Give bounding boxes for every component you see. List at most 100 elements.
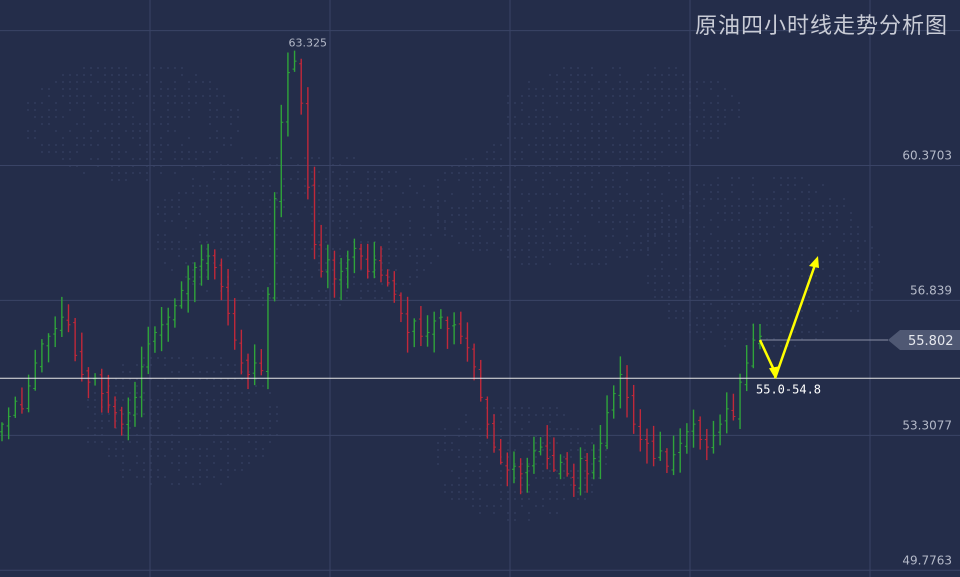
background-dot bbox=[703, 310, 705, 312]
background-dot bbox=[248, 192, 250, 194]
background-dot bbox=[717, 310, 719, 312]
background-dot bbox=[626, 88, 628, 90]
background-dot bbox=[675, 247, 677, 249]
background-dot bbox=[626, 214, 628, 216]
background-dot bbox=[146, 95, 148, 97]
background-dot bbox=[675, 240, 677, 242]
background-dot bbox=[388, 255, 390, 257]
background-dot bbox=[209, 151, 211, 153]
background-dot bbox=[174, 116, 176, 118]
background-dot bbox=[139, 74, 141, 76]
background-dot bbox=[500, 144, 502, 146]
background-dot bbox=[668, 109, 670, 111]
background-dot bbox=[591, 74, 593, 76]
background-dot bbox=[780, 296, 782, 298]
background-dot bbox=[710, 233, 712, 235]
background-dot bbox=[752, 233, 754, 235]
background-dot bbox=[808, 303, 810, 305]
background-dot bbox=[577, 263, 579, 265]
background-dot bbox=[153, 109, 155, 111]
chart-title: 原油四小时线走势分析图 bbox=[694, 14, 948, 39]
background-dot bbox=[717, 275, 719, 277]
background-dot bbox=[535, 116, 537, 118]
background-dot bbox=[62, 116, 64, 118]
background-dot bbox=[710, 289, 712, 291]
background-dot bbox=[766, 226, 768, 228]
background-dot bbox=[48, 123, 50, 125]
background-dot bbox=[612, 95, 614, 97]
background-dot bbox=[472, 165, 474, 167]
background-dot bbox=[125, 109, 127, 111]
background-dot bbox=[549, 470, 551, 472]
background-dot bbox=[584, 249, 586, 251]
background-dot bbox=[703, 261, 705, 263]
background-dot bbox=[654, 268, 656, 270]
background-dot bbox=[661, 221, 663, 223]
background-dot bbox=[437, 193, 439, 195]
background-dot bbox=[206, 399, 208, 401]
background-dot bbox=[216, 137, 218, 139]
background-dot bbox=[535, 242, 537, 244]
background-dot bbox=[195, 81, 197, 83]
background-dot bbox=[192, 476, 194, 478]
background-dot bbox=[437, 221, 439, 223]
background-dot bbox=[402, 206, 404, 208]
background-dot bbox=[223, 102, 225, 104]
background-dot bbox=[213, 241, 215, 243]
background-dot bbox=[626, 193, 628, 195]
background-dot bbox=[570, 207, 572, 209]
background-dot bbox=[570, 449, 572, 451]
background-dot bbox=[311, 206, 313, 208]
background-dot bbox=[381, 227, 383, 229]
background-dot bbox=[612, 102, 614, 104]
background-dot bbox=[507, 235, 509, 237]
background-dot bbox=[850, 261, 852, 263]
background-dot bbox=[339, 178, 341, 180]
background-dot bbox=[577, 442, 579, 444]
background-dot bbox=[118, 88, 120, 90]
background-dot bbox=[619, 88, 621, 90]
background-dot bbox=[76, 74, 78, 76]
background-dot bbox=[255, 448, 257, 450]
background-dot bbox=[83, 102, 85, 104]
background-dot bbox=[297, 297, 299, 299]
background-dot bbox=[220, 178, 222, 180]
background-dot bbox=[619, 165, 621, 167]
background-dot bbox=[223, 116, 225, 118]
background-dot bbox=[227, 185, 229, 187]
background-dot bbox=[160, 88, 162, 90]
background-dot bbox=[472, 498, 474, 500]
background-dot bbox=[507, 95, 509, 97]
background-dot bbox=[472, 158, 474, 160]
background-dot bbox=[850, 226, 852, 228]
background-dot bbox=[27, 109, 29, 111]
background-dot bbox=[703, 317, 705, 319]
background-dot bbox=[160, 95, 162, 97]
background-dot bbox=[199, 476, 201, 478]
background-dot bbox=[850, 310, 852, 312]
background-dot bbox=[640, 151, 642, 153]
background-dot bbox=[276, 227, 278, 229]
background-dot bbox=[248, 255, 250, 257]
background-dot bbox=[808, 219, 810, 221]
background-dot bbox=[787, 317, 789, 319]
background-dot bbox=[612, 116, 614, 118]
y-tick-label: 49.7763 bbox=[902, 553, 952, 567]
background-dot bbox=[346, 178, 348, 180]
background-dot bbox=[752, 289, 754, 291]
background-dot bbox=[164, 241, 166, 243]
background-dot bbox=[675, 137, 677, 139]
background-dot bbox=[829, 317, 831, 319]
background-dot bbox=[584, 242, 586, 244]
background-dot bbox=[717, 254, 719, 256]
background-dot bbox=[521, 95, 523, 97]
background-dot bbox=[696, 212, 698, 214]
background-dot bbox=[661, 296, 663, 298]
background-dot bbox=[535, 193, 537, 195]
background-dot bbox=[465, 498, 467, 500]
background-dot bbox=[493, 144, 495, 146]
background-dot bbox=[104, 102, 106, 104]
background-dot bbox=[717, 282, 719, 284]
background-dot bbox=[570, 158, 572, 160]
background-dot bbox=[857, 296, 859, 298]
